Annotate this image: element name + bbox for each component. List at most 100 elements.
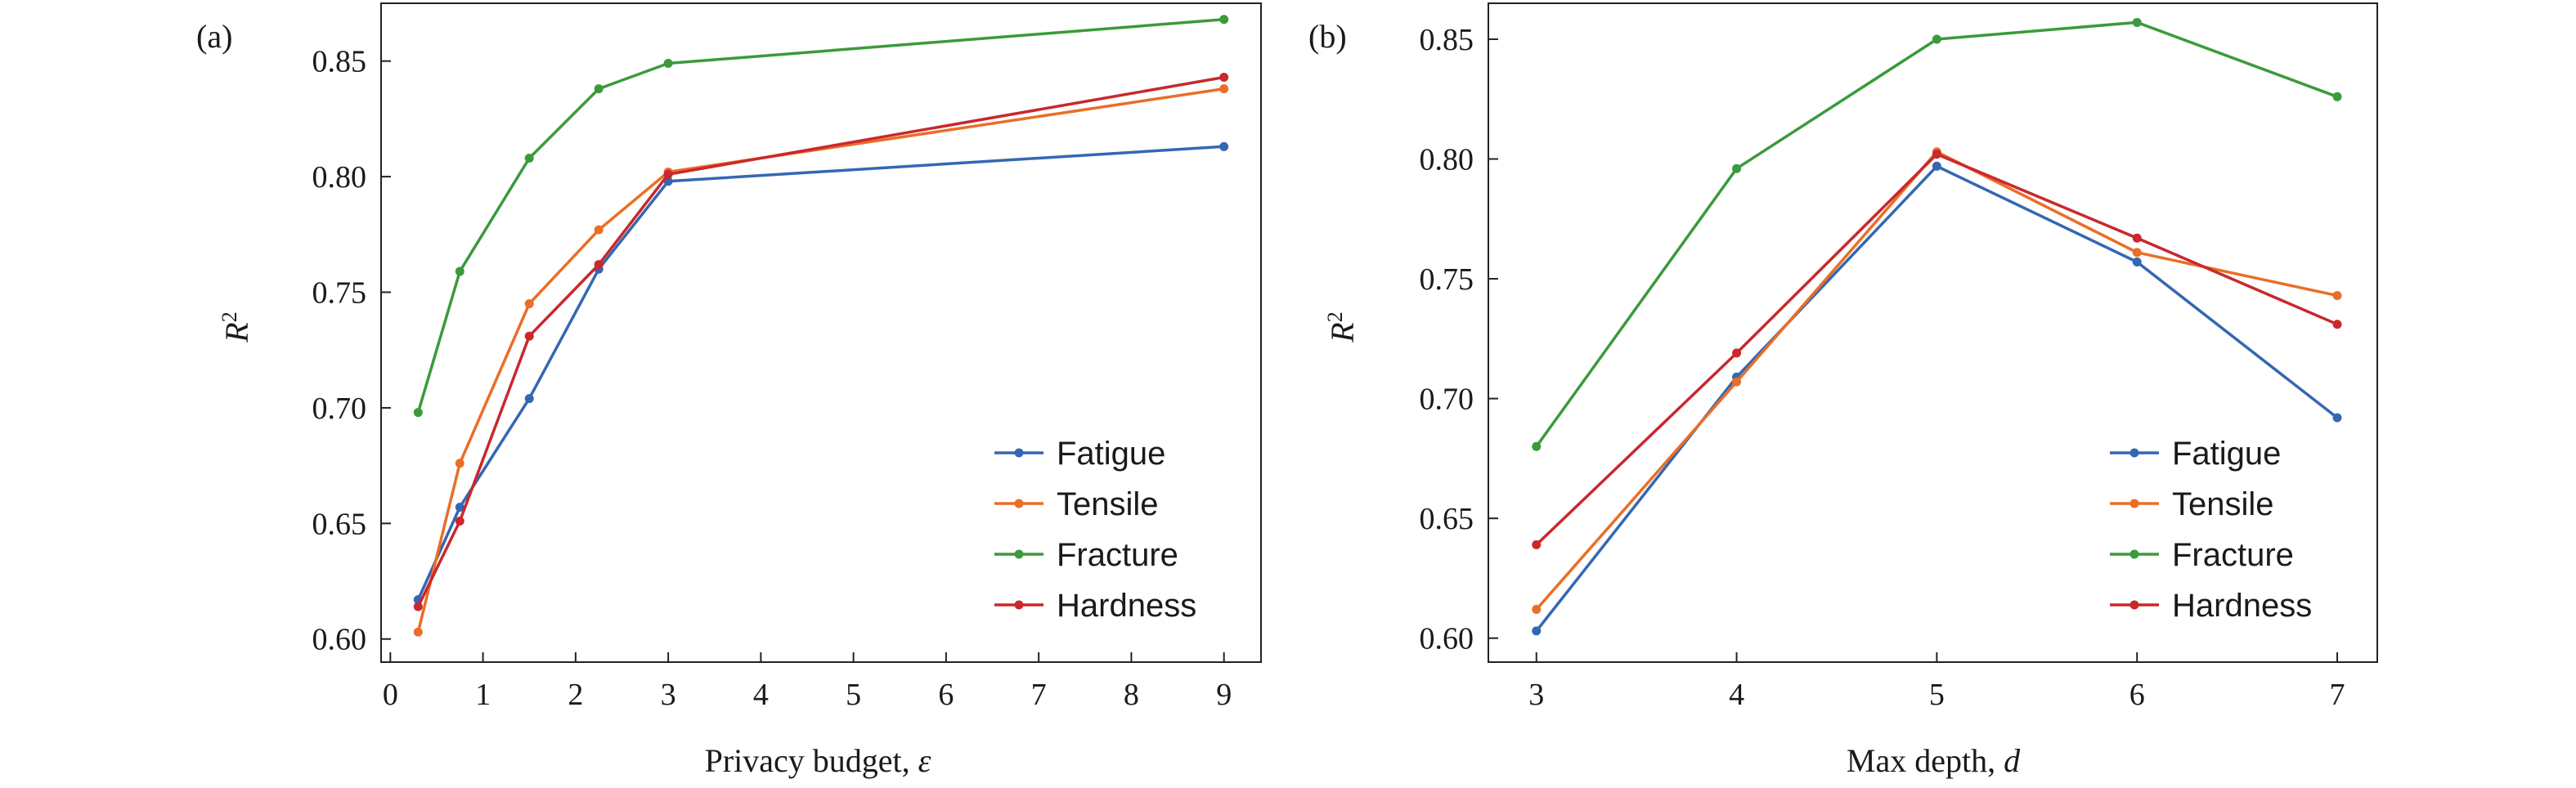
plot-frame — [1488, 2, 2378, 663]
legend-label-hardness: Hardness — [1057, 588, 1196, 624]
y-tick-label: 0.80 — [312, 160, 367, 195]
x-tick-label: 5 — [846, 678, 861, 712]
data-point — [1219, 15, 1229, 25]
data-point — [663, 59, 673, 69]
x-tick-label: 6 — [938, 678, 954, 712]
data-point — [663, 169, 673, 179]
data-point — [594, 84, 604, 94]
data-point — [1532, 441, 1542, 451]
data-point — [594, 260, 604, 270]
chart-panel-a: 0 1 2 3 4 5 6 7 8 9 0.60 0.65 0.70 0.75 0.80 0.85 (a) R2 P… — [196, 2, 1262, 779]
legend: Fatigue Tensile Fracture Hardness — [994, 436, 1196, 624]
legend-label-fracture: Fracture — [2172, 537, 2294, 573]
data-point — [413, 602, 423, 611]
y-tick-label: 0.75 — [1420, 262, 1474, 297]
panel-label: (a) — [196, 18, 232, 55]
x-tick-label: 4 — [753, 678, 769, 712]
legend: Fatigue Tensile Fracture Hardness — [2110, 436, 2312, 624]
x-axis-label: Privacy budget, ε — [705, 742, 931, 779]
y-tick-label: 0.65 — [312, 507, 367, 541]
y-tick-label: 0.75 — [312, 276, 367, 311]
data-point — [594, 225, 604, 235]
legend-label-tensile: Tensile — [2172, 486, 2274, 522]
legend-marker-fracture — [2129, 549, 2139, 559]
data-point — [2132, 257, 2142, 267]
y-tick-label: 0.70 — [1420, 383, 1474, 417]
data-point — [1532, 540, 1542, 549]
data-point — [1932, 161, 1941, 171]
data-point — [1932, 150, 1941, 159]
data-point — [2132, 233, 2142, 243]
legend-marker-fatigue — [1014, 448, 1024, 458]
y-tick-label: 0.85 — [312, 45, 367, 79]
x-tick-label: 5 — [1929, 678, 1945, 712]
y-axis-label: R2 — [1323, 311, 1361, 343]
series-fracture — [413, 15, 1229, 418]
data-point — [455, 266, 464, 276]
data-point — [1932, 34, 1941, 44]
y-tick-label: 0.60 — [312, 623, 367, 657]
plot-frame — [380, 2, 1262, 663]
x-tick-label: 1 — [475, 678, 491, 712]
y-tick-label: 0.70 — [312, 392, 367, 426]
x-tick-label: 7 — [1031, 678, 1047, 712]
data-point — [2132, 248, 2142, 257]
data-point — [413, 627, 423, 637]
legend-marker-hardness — [1014, 600, 1024, 610]
data-point — [2332, 92, 2342, 101]
y-tick-label: 0.85 — [1420, 23, 1474, 57]
series-line-fracture — [416, 18, 1224, 414]
panel-label: (b) — [1308, 18, 1347, 55]
data-point — [2132, 17, 2142, 27]
x-tick-label: 9 — [1216, 678, 1232, 712]
legend-label-tensile: Tensile — [1057, 486, 1159, 522]
legend-marker-hardness — [2129, 600, 2139, 610]
chart-panel-b: 3 4 5 6 7 0.60 0.65 0.70 0.75 0.80 0.85 (b) R2 Max de… — [1308, 2, 2378, 779]
series-line-hardness — [416, 75, 1225, 607]
x-tick-label: 8 — [1124, 678, 1139, 712]
x-tick-label: 7 — [2330, 678, 2345, 712]
legend-label-hardness: Hardness — [2172, 588, 2312, 624]
series-fatigue — [413, 141, 1229, 605]
data-point — [524, 331, 534, 341]
data-point — [1732, 163, 1742, 173]
data-point — [413, 408, 423, 418]
y-tick-label: 0.60 — [1420, 622, 1474, 656]
x-tick-label: 4 — [1729, 678, 1744, 712]
x-tick-label: 0 — [383, 678, 398, 712]
series-fracture — [1532, 17, 2342, 451]
legend-marker-tensile — [1014, 499, 1024, 508]
legend-label-fatigue: Fatigue — [1057, 436, 1165, 472]
series-hardness — [413, 72, 1229, 611]
legend-label-fracture: Fracture — [1057, 537, 1178, 573]
data-point — [524, 153, 534, 163]
data-point — [524, 394, 534, 404]
series-fatigue — [1532, 161, 2342, 636]
y-tick-label: 0.80 — [1420, 143, 1474, 177]
x-tick-label: 3 — [661, 678, 676, 712]
legend-marker-tensile — [2129, 499, 2139, 508]
data-point — [1532, 626, 1542, 636]
legend-label-fatigue: Fatigue — [2172, 436, 2281, 472]
x-tick-label: 6 — [2129, 678, 2145, 712]
data-point — [2332, 320, 2342, 329]
data-point — [524, 299, 534, 309]
y-tick-label: 0.65 — [1420, 502, 1474, 536]
x-tick-label: 3 — [1528, 678, 1544, 712]
data-point — [2332, 291, 2342, 301]
series-line-fatigue — [416, 145, 1224, 601]
data-point — [1732, 377, 1742, 387]
x-axis-label: Max depth, d — [1847, 742, 2021, 779]
data-point — [1732, 348, 1742, 358]
series-hardness — [1532, 150, 2342, 549]
data-point — [455, 516, 464, 526]
data-point — [1219, 141, 1229, 151]
data-point — [1219, 72, 1229, 82]
series-line-fracture — [1535, 20, 2338, 448]
legend-marker-fracture — [1014, 549, 1024, 559]
x-tick-label: 2 — [568, 678, 583, 712]
data-point — [455, 459, 464, 468]
legend-marker-fatigue — [2129, 448, 2139, 458]
data-point — [1219, 84, 1229, 94]
